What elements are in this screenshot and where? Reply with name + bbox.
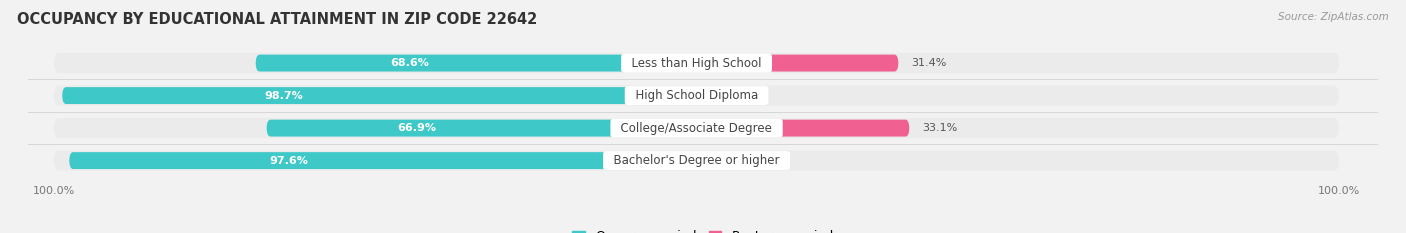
FancyBboxPatch shape	[69, 152, 696, 169]
FancyBboxPatch shape	[696, 55, 898, 72]
Text: 98.7%: 98.7%	[264, 91, 304, 101]
FancyBboxPatch shape	[62, 87, 696, 104]
FancyBboxPatch shape	[53, 53, 1340, 73]
FancyBboxPatch shape	[696, 152, 711, 169]
Text: High School Diploma: High School Diploma	[627, 89, 765, 102]
Text: 97.6%: 97.6%	[270, 156, 308, 166]
Text: 2.4%: 2.4%	[725, 156, 754, 166]
Text: Source: ZipAtlas.com: Source: ZipAtlas.com	[1278, 12, 1389, 22]
Text: 68.6%: 68.6%	[391, 58, 429, 68]
FancyBboxPatch shape	[256, 55, 696, 72]
FancyBboxPatch shape	[267, 120, 696, 137]
Text: 31.4%: 31.4%	[911, 58, 946, 68]
Text: 66.9%: 66.9%	[398, 123, 437, 133]
FancyBboxPatch shape	[696, 87, 704, 104]
Text: Bachelor's Degree or higher: Bachelor's Degree or higher	[606, 154, 787, 167]
FancyBboxPatch shape	[696, 120, 910, 137]
Text: OCCUPANCY BY EDUCATIONAL ATTAINMENT IN ZIP CODE 22642: OCCUPANCY BY EDUCATIONAL ATTAINMENT IN Z…	[17, 12, 537, 27]
FancyBboxPatch shape	[53, 118, 1340, 138]
Legend: Owner-occupied, Renter-occupied: Owner-occupied, Renter-occupied	[568, 225, 838, 233]
Text: Less than High School: Less than High School	[624, 57, 769, 70]
FancyBboxPatch shape	[53, 86, 1340, 106]
Text: College/Associate Degree: College/Associate Degree	[613, 122, 780, 135]
FancyBboxPatch shape	[53, 151, 1340, 171]
Text: 33.1%: 33.1%	[922, 123, 957, 133]
Text: 1.3%: 1.3%	[718, 91, 747, 101]
